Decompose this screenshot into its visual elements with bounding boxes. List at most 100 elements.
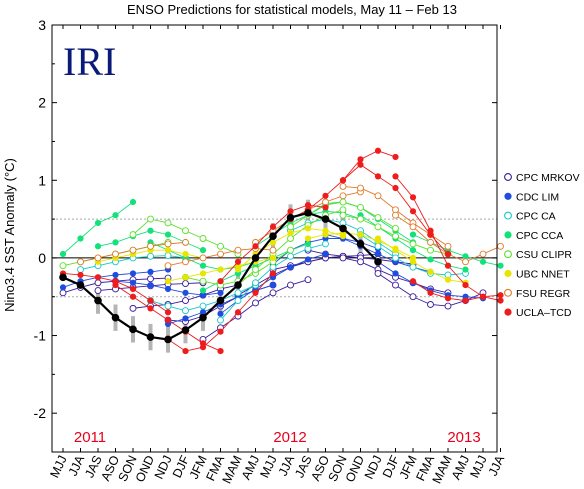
y-tick-label: -1 — [34, 328, 47, 344]
data-point-ubc-nnet — [322, 231, 329, 238]
year-label: 2011 — [74, 429, 106, 446]
x-tick-label: MJJ — [257, 453, 279, 480]
data-point-ubc-nnet — [164, 278, 172, 285]
data-point-cpc-mrkov — [147, 275, 154, 283]
data-point-ucla-tcd — [444, 262, 452, 269]
data-point-fsu-regr — [94, 254, 102, 262]
data-point-cpc-cca — [409, 247, 417, 254]
y-tick-label: 3 — [38, 17, 46, 33]
data-point-csu-clipr — [374, 223, 382, 231]
data-point-cpc-ca — [252, 279, 259, 287]
observed-point — [111, 313, 120, 322]
legend-marker-ucla-tcd — [504, 308, 512, 316]
data-point-cdc-lim — [217, 289, 224, 296]
legend-marker-csu-clipr — [504, 250, 512, 259]
observed-point — [374, 257, 382, 266]
data-point-ucla-tcd — [129, 293, 137, 300]
y-tick-label: 1 — [38, 172, 46, 188]
data-point-cpc-ca — [164, 302, 172, 310]
data-point-ubc-nnet — [182, 250, 189, 258]
data-point-fsu-regr — [427, 238, 434, 246]
data-point-ubc-nnet — [444, 276, 452, 283]
observed-point — [339, 224, 347, 233]
data-point-csu-clipr — [339, 198, 347, 206]
data-point-ubc-nnet — [304, 225, 312, 232]
data-point-ucla-tcd — [427, 289, 434, 296]
observed-point — [76, 281, 85, 289]
data-point-cdc-lim — [374, 250, 382, 258]
data-point-ucla-tcd — [147, 305, 154, 312]
data-point-ubc-nnet — [427, 268, 434, 275]
data-point-csu-clipr — [147, 215, 154, 223]
data-point-ucla-tcd — [497, 297, 504, 304]
data-point-ucla-tcd — [392, 153, 399, 161]
observed-point — [321, 215, 330, 223]
observed-point — [234, 281, 242, 289]
data-point-ubc-nnet — [374, 235, 382, 242]
data-point-ucla-tcd — [322, 204, 329, 211]
data-point-cpc-ca — [147, 252, 154, 260]
year-label: 2012 — [273, 429, 306, 446]
data-point-fsu-regr — [497, 242, 504, 250]
data-point-csu-clipr — [199, 277, 207, 285]
observed-point — [146, 333, 155, 341]
x-tick-label: MJJ — [467, 453, 489, 480]
data-point-fsu-regr — [357, 184, 364, 192]
data-point-cpc-ca — [77, 266, 84, 274]
data-point-fsu-regr — [322, 198, 329, 206]
year-label: 2013 — [447, 429, 480, 446]
data-point-cpc-mrkov — [339, 254, 347, 262]
data-point-cpc-ca — [164, 252, 172, 260]
data-point-ubc-nnet — [392, 247, 399, 254]
data-point-cpc-mrkov — [374, 269, 382, 277]
legend-label: UBC NNET — [516, 269, 570, 281]
data-point-cpc-ca — [217, 316, 224, 324]
data-point-ucla-tcd — [269, 270, 277, 277]
data-point-cpc-cca — [462, 266, 469, 273]
data-point-cpc-cca — [199, 247, 207, 254]
observed-point — [129, 325, 137, 334]
data-point-cpc-ca — [409, 263, 417, 271]
x-tick-label: MJJ — [47, 453, 69, 480]
data-point-cpc-cca — [409, 231, 417, 238]
observed-point — [59, 273, 67, 282]
data-point-cdc-lim — [199, 309, 207, 316]
data-point-ucla-tcd — [234, 258, 242, 265]
data-point-ucla-tcd — [374, 173, 382, 180]
data-point-csu-clipr — [357, 215, 364, 223]
legend-label: CDC LIM — [516, 191, 559, 203]
data-point-cpc-cca — [199, 262, 207, 269]
watermark-logo: IRI — [63, 39, 116, 84]
data-point-ucla-tcd — [357, 161, 364, 168]
data-point-fsu-regr — [479, 250, 487, 258]
data-point-cpc-cca — [304, 240, 312, 248]
data-point-cpc-cca — [129, 198, 137, 206]
data-point-ucla-tcd — [217, 347, 224, 355]
data-point-ucla-tcd — [269, 223, 277, 230]
legend-marker-cpc-mrkov — [504, 173, 512, 181]
data-point-csu-clipr — [339, 211, 347, 219]
data-point-ucla-tcd — [164, 309, 172, 316]
data-point-cdc-lim — [129, 279, 137, 286]
observed-point — [216, 296, 225, 305]
data-point-ucla-tcd — [409, 194, 417, 201]
data-point-csu-clipr — [129, 231, 137, 239]
legend-marker-fsu-regr — [504, 288, 512, 297]
legend-marker-cdc-lim — [504, 192, 512, 200]
legend-label: CPC CCA — [516, 230, 563, 242]
data-point-cdc-lim — [112, 271, 119, 279]
data-point-ucla-tcd — [497, 292, 504, 299]
y-tick-label: 2 — [38, 95, 46, 111]
data-point-fsu-regr — [217, 250, 224, 258]
data-point-fsu-regr — [444, 242, 452, 250]
data-point-cpc-mrkov — [392, 281, 399, 289]
legend-label: UCLA–TCD — [516, 307, 572, 319]
data-point-fsu-regr — [112, 250, 119, 258]
data-point-cpc-cca — [462, 253, 469, 260]
data-point-ucla-tcd — [479, 293, 487, 300]
x-tick-label: AMJ — [449, 453, 472, 482]
chart-title: ENSO Predictions for statistical models,… — [127, 2, 457, 17]
data-point-cpc-ca — [374, 242, 382, 250]
data-point-cdc-lim — [182, 315, 189, 322]
data-point-ubc-nnet — [287, 229, 294, 237]
